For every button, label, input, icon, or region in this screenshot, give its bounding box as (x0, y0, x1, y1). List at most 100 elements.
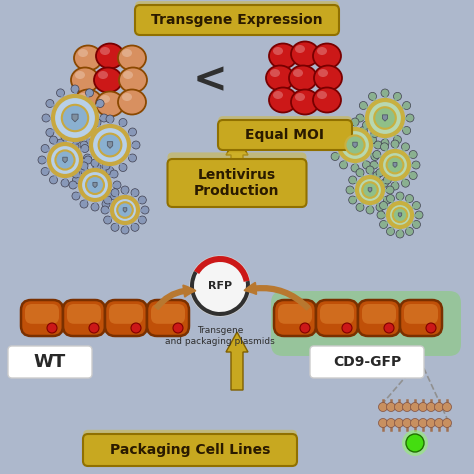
Circle shape (419, 402, 428, 411)
Circle shape (85, 89, 93, 97)
Text: Transgene
and packaging plasmids: Transgene and packaging plasmids (165, 326, 275, 346)
Ellipse shape (100, 95, 110, 103)
Ellipse shape (266, 65, 294, 91)
Circle shape (113, 181, 121, 189)
Circle shape (93, 118, 101, 127)
Ellipse shape (98, 71, 108, 79)
Ellipse shape (289, 65, 317, 91)
Circle shape (373, 151, 381, 158)
Ellipse shape (293, 69, 303, 77)
Ellipse shape (100, 47, 110, 55)
Circle shape (47, 323, 57, 333)
Ellipse shape (318, 69, 328, 77)
FancyBboxPatch shape (167, 159, 307, 207)
Circle shape (366, 166, 374, 174)
Circle shape (71, 143, 79, 151)
Circle shape (104, 216, 112, 224)
Circle shape (443, 419, 452, 428)
Polygon shape (353, 142, 357, 148)
Circle shape (401, 143, 410, 151)
Polygon shape (63, 157, 67, 163)
Wedge shape (190, 271, 250, 316)
Text: Transgene Expression: Transgene Expression (151, 13, 323, 27)
Ellipse shape (269, 44, 297, 69)
Circle shape (121, 226, 129, 234)
Ellipse shape (313, 44, 341, 69)
Circle shape (383, 196, 392, 204)
Text: CD9-GFP: CD9-GFP (333, 355, 401, 369)
FancyBboxPatch shape (167, 153, 307, 187)
Ellipse shape (96, 44, 124, 69)
Circle shape (394, 402, 403, 411)
Ellipse shape (122, 49, 132, 57)
Circle shape (81, 167, 89, 175)
Circle shape (119, 118, 127, 127)
Text: Equal MOI: Equal MOI (246, 128, 325, 142)
Circle shape (394, 419, 403, 428)
FancyBboxPatch shape (67, 304, 101, 324)
Circle shape (366, 206, 374, 214)
Circle shape (83, 154, 91, 162)
FancyBboxPatch shape (135, 5, 339, 35)
Circle shape (101, 206, 109, 214)
Circle shape (131, 189, 139, 197)
Circle shape (435, 419, 444, 428)
FancyBboxPatch shape (400, 300, 442, 336)
Circle shape (386, 194, 394, 202)
Circle shape (405, 194, 413, 202)
Circle shape (49, 136, 57, 144)
Circle shape (357, 177, 383, 203)
FancyBboxPatch shape (310, 346, 424, 378)
Circle shape (409, 151, 417, 158)
Circle shape (412, 220, 420, 228)
Circle shape (381, 143, 389, 151)
FancyBboxPatch shape (21, 300, 63, 336)
FancyBboxPatch shape (271, 291, 461, 356)
Polygon shape (398, 213, 401, 217)
Ellipse shape (295, 45, 305, 53)
Circle shape (342, 323, 352, 333)
Ellipse shape (118, 90, 146, 115)
Circle shape (132, 141, 140, 149)
Polygon shape (123, 208, 127, 212)
Circle shape (379, 402, 388, 411)
Circle shape (111, 223, 119, 231)
Circle shape (91, 126, 129, 164)
Polygon shape (72, 114, 78, 122)
Circle shape (61, 133, 69, 141)
Circle shape (405, 228, 413, 236)
Circle shape (339, 161, 347, 169)
Circle shape (443, 402, 452, 411)
Circle shape (409, 172, 417, 180)
FancyBboxPatch shape (274, 300, 316, 336)
Circle shape (381, 89, 389, 97)
Circle shape (138, 216, 146, 224)
Circle shape (363, 121, 371, 129)
Circle shape (356, 169, 364, 177)
Circle shape (46, 100, 54, 108)
FancyBboxPatch shape (404, 304, 438, 324)
Circle shape (427, 419, 436, 428)
Circle shape (72, 192, 80, 200)
Polygon shape (107, 142, 113, 148)
Circle shape (410, 419, 419, 428)
Circle shape (391, 182, 399, 190)
Circle shape (386, 419, 395, 428)
Circle shape (349, 176, 356, 184)
Circle shape (331, 129, 339, 137)
Circle shape (138, 196, 146, 204)
Circle shape (85, 139, 93, 147)
Circle shape (73, 136, 81, 144)
Circle shape (426, 323, 436, 333)
Circle shape (435, 402, 444, 411)
Ellipse shape (118, 46, 146, 71)
Circle shape (379, 419, 388, 428)
Circle shape (383, 176, 392, 184)
Circle shape (391, 140, 399, 148)
Text: RFP: RFP (208, 281, 232, 291)
FancyBboxPatch shape (135, 5, 339, 35)
Ellipse shape (78, 49, 88, 57)
FancyBboxPatch shape (151, 304, 185, 324)
Circle shape (84, 156, 92, 164)
Circle shape (380, 201, 388, 210)
